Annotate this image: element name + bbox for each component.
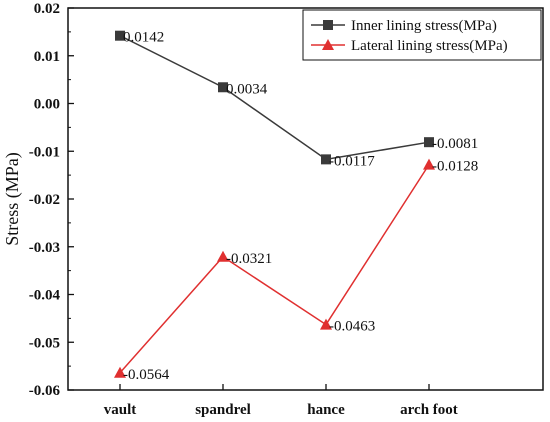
y-tick-label: -0.01 — [29, 144, 60, 160]
data-label: -0.0117 — [329, 153, 375, 169]
plot-frame — [67, 7, 544, 391]
x-tick-label: hance — [307, 402, 345, 418]
y-tick-label: -0.04 — [29, 288, 61, 304]
legend-marker — [322, 39, 334, 50]
data-point — [217, 250, 229, 262]
data-label: 0.0034 — [226, 81, 268, 97]
y-tick-label: 0.02 — [34, 1, 60, 17]
series-1: 0.0142 0.0034 -0.0117 -0.0081 — [115, 30, 478, 169]
data-point — [423, 158, 435, 170]
legend-box — [302, 9, 542, 61]
data-point — [321, 154, 331, 165]
y-axis-label: Stress (MPa) — [2, 152, 23, 246]
data-label: -0.0081 — [432, 136, 478, 152]
data-point — [320, 318, 332, 330]
data-label: -0.0321 — [226, 251, 272, 267]
legend: Inner lining stress(MPa) Lateral lining s… — [302, 9, 542, 61]
y-axis-ticks: 0.02 0.01 0.00 -0.01 -0.02 -0.03 -0.04 -0.05 -0.… — [29, 1, 74, 399]
series-line — [119, 164, 430, 374]
data-label: -0.0564 — [123, 367, 170, 383]
y-tick-label: 0.01 — [34, 49, 60, 65]
data-label: -0.0463 — [329, 319, 375, 335]
x-axis-ticks: vault spandrel hance arch foot — [104, 384, 458, 418]
data-point — [114, 366, 126, 378]
data-point — [424, 137, 434, 148]
y-tick-label: -0.02 — [29, 192, 60, 208]
series-line — [119, 35, 430, 161]
data-point — [115, 30, 125, 41]
y-tick-label: -0.06 — [29, 383, 61, 399]
legend-label: Inner lining stress(MPa) — [351, 18, 497, 34]
series-layer: 0.0142 0.0034 -0.0117 -0.0081 -0.0564 -0.0321… — [114, 30, 478, 383]
data-point — [218, 82, 228, 93]
y-tick-label: 0.00 — [34, 97, 60, 113]
data-label: -0.0128 — [432, 159, 478, 175]
x-tick-label: spandrel — [195, 402, 251, 418]
series-2: -0.0564 -0.0321 -0.0463 -0.0128 — [114, 158, 478, 383]
data-label: 0.0142 — [123, 30, 164, 46]
legend-label: Lateral lining stress(MPa) — [351, 38, 508, 54]
legend-marker — [323, 20, 333, 30]
x-tick-label: arch foot — [400, 402, 458, 418]
x-tick-label: vault — [104, 402, 137, 418]
y-tick-label: -0.03 — [29, 240, 60, 256]
y-tick-label: -0.05 — [29, 335, 60, 351]
